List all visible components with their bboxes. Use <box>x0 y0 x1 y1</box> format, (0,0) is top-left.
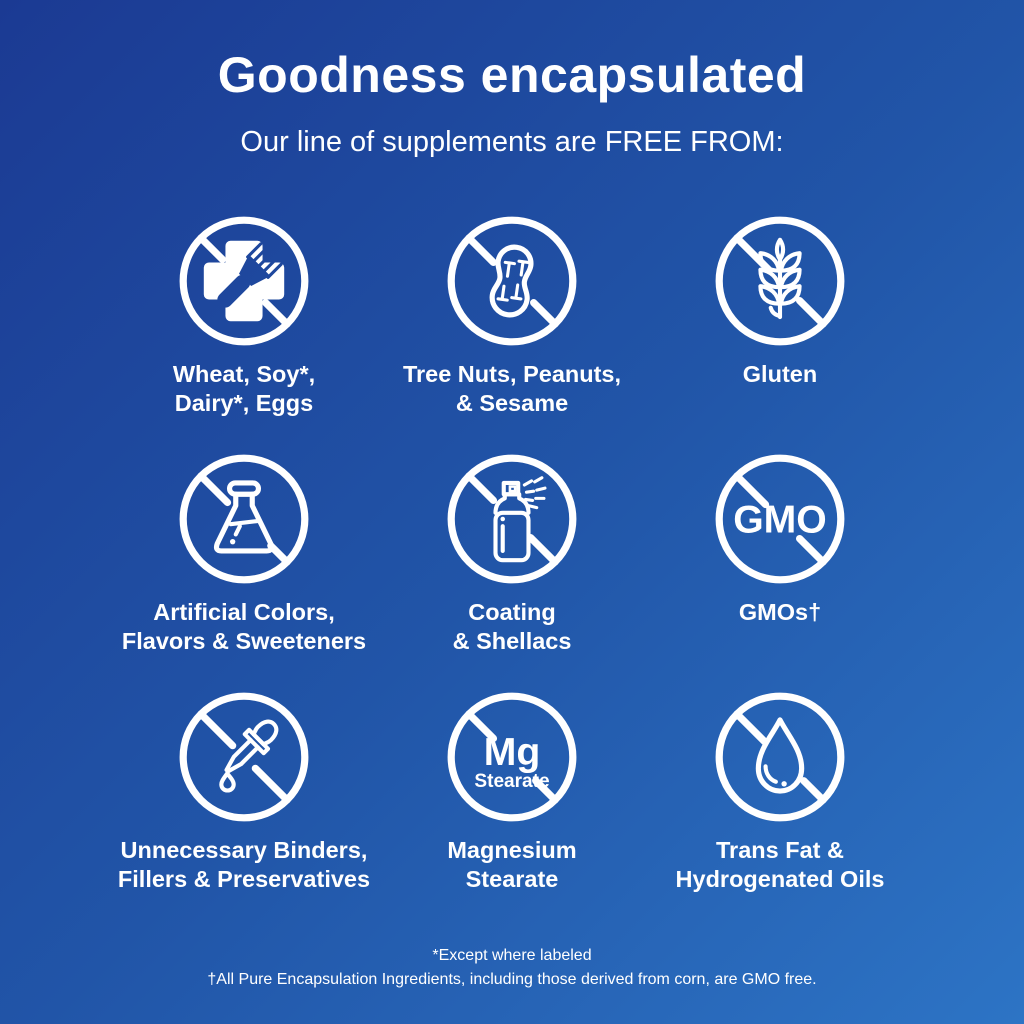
item-label: GMOs† <box>738 599 822 625</box>
free-from-item: GMO GMOs† <box>646 452 914 656</box>
free-from-item: Wheat, Soy*, Dairy*, Eggs <box>110 214 378 418</box>
item-label: Unnecessary Binders, Fillers & Preservat… <box>117 837 371 892</box>
no-coating-shellacs-icon <box>447 454 577 584</box>
no-tree-nuts-peanuts-sesame-icon <box>447 216 577 346</box>
free-from-item: Coating & Shellacs <box>378 452 646 656</box>
no-magnesium-stearate-icon: Mg Stearate <box>447 692 577 822</box>
no-gluten-icon <box>715 216 845 346</box>
no-gmo-icon: GMO <box>715 454 845 584</box>
footnote-except-where-labeled: *Except where labeled <box>432 947 592 964</box>
item-label: Artificial Colors, Flavors & Sweeteners <box>121 599 367 654</box>
stearate-icon-text: Stearate <box>474 771 549 792</box>
mg-icon-text: Mg <box>484 731 541 774</box>
free-from-item: Gluten <box>646 214 914 418</box>
page-title: Goodness encapsulated <box>217 47 807 103</box>
no-trans-fat-icon <box>715 692 845 822</box>
no-artificial-colors-flavors-icon <box>179 454 309 584</box>
free-from-grid: Wheat, Soy*, Dairy*, Eggs Tree Nuts, Pea… <box>0 214 1024 894</box>
free-from-item: Tree Nuts, Peanuts, & Sesame <box>378 214 646 418</box>
free-from-item: Artificial Colors, Flavors & Sweeteners <box>110 452 378 656</box>
no-binders-fillers-icon <box>179 692 309 822</box>
item-label: Trans Fat & Hydrogenated Oils <box>675 837 885 892</box>
item-label: Gluten <box>742 361 818 387</box>
free-from-item: Trans Fat & Hydrogenated Oils <box>646 690 914 894</box>
free-from-item: Mg Stearate Magnesium Stearate <box>378 690 646 894</box>
no-wheat-soy-dairy-eggs-icon <box>179 216 309 346</box>
footnote-gmo-free: †All Pure Encapsulation Ingredients, inc… <box>207 971 817 988</box>
free-from-item: Unnecessary Binders, Fillers & Preservat… <box>110 690 378 894</box>
item-label: Tree Nuts, Peanuts, & Sesame <box>402 361 622 416</box>
item-label: Coating & Shellacs <box>452 599 572 654</box>
gmo-icon-text: GMO <box>733 498 827 541</box>
item-label: Magnesium Stearate <box>447 837 577 892</box>
footnotes: *Except where labeled †All Pure Encapsul… <box>0 944 1024 992</box>
page-subtitle: Our line of supplements are FREE FROM: <box>240 126 784 158</box>
item-label: Wheat, Soy*, Dairy*, Eggs <box>172 361 316 416</box>
